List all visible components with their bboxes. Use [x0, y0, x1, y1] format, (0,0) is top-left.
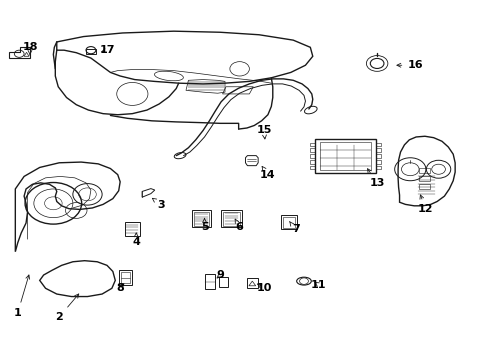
Bar	[418, 184, 429, 189]
Bar	[219, 277, 227, 287]
Text: 8: 8	[116, 283, 124, 293]
Bar	[119, 270, 132, 285]
Bar	[310, 148, 315, 152]
Bar	[191, 210, 211, 227]
Text: 9: 9	[216, 270, 224, 280]
Bar	[375, 154, 380, 158]
Text: 10: 10	[256, 283, 271, 293]
Bar	[310, 143, 315, 146]
Bar	[246, 278, 257, 288]
Bar	[375, 143, 380, 146]
Bar	[283, 217, 294, 228]
Text: 18: 18	[22, 42, 38, 55]
Bar	[310, 160, 315, 163]
Text: 14: 14	[260, 166, 275, 180]
Text: 12: 12	[417, 195, 433, 215]
Text: 4: 4	[132, 233, 140, 247]
Bar	[125, 222, 140, 235]
Bar	[281, 215, 296, 229]
Text: 13: 13	[367, 169, 384, 188]
Bar	[315, 139, 375, 173]
Bar	[310, 154, 315, 158]
Bar	[223, 212, 239, 226]
Bar	[375, 148, 380, 152]
Bar	[310, 166, 315, 169]
Bar	[375, 160, 380, 163]
Bar	[193, 212, 209, 226]
Bar	[221, 210, 241, 227]
Text: 15: 15	[256, 125, 271, 139]
Text: 16: 16	[396, 60, 422, 70]
Bar	[86, 49, 96, 54]
Bar	[121, 272, 130, 283]
Bar	[204, 274, 215, 289]
Text: 6: 6	[235, 219, 243, 232]
Text: 2: 2	[55, 294, 79, 322]
Text: 11: 11	[310, 280, 325, 290]
Text: 1: 1	[14, 275, 30, 318]
Bar	[375, 166, 380, 169]
Bar	[418, 176, 429, 181]
Text: 7: 7	[289, 222, 299, 234]
Text: 3: 3	[152, 198, 165, 210]
Text: 5: 5	[200, 219, 208, 231]
Bar	[320, 142, 370, 170]
Bar	[418, 168, 429, 173]
Text: 17: 17	[99, 45, 115, 55]
